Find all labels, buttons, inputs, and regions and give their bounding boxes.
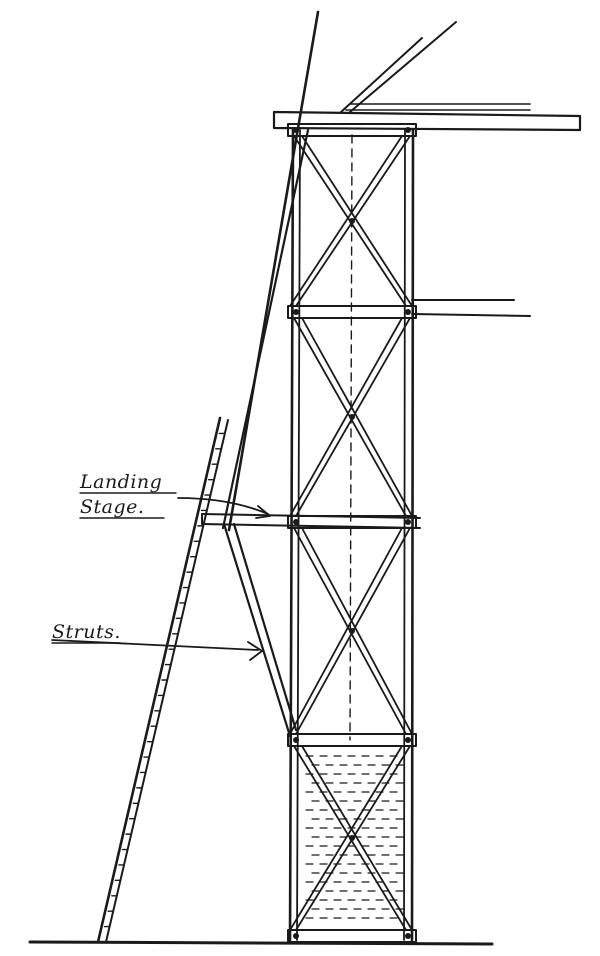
tower-transom	[287, 305, 417, 319]
tower-diagonal	[289, 745, 403, 931]
tall-pole	[221, 10, 320, 532]
landing-stage-arrow	[177, 497, 271, 519]
ladder	[96, 416, 229, 944]
tower-transom	[287, 123, 417, 137]
bolt	[349, 218, 355, 224]
tower-transom	[287, 929, 417, 943]
tower-diagonal	[301, 135, 413, 307]
struts-arrow	[51, 639, 263, 661]
tower-frames	[287, 123, 417, 943]
tower-diagonal	[301, 527, 413, 735]
tower-transom	[287, 733, 417, 747]
bolt	[349, 628, 355, 634]
top-bracing-rods	[340, 21, 457, 113]
bolt	[293, 127, 299, 133]
bolt	[405, 127, 411, 133]
tower-diagonal	[289, 527, 403, 735]
bolt	[349, 414, 355, 420]
bolt	[293, 309, 299, 315]
bolt	[405, 737, 411, 743]
ground-line	[28, 940, 494, 946]
tower-diagonal	[289, 317, 403, 517]
tower-diagonal	[289, 135, 403, 307]
struts	[222, 522, 298, 738]
tower-columns	[288, 128, 415, 942]
struts-label: Struts.	[52, 621, 121, 643]
tower-diagonal	[301, 745, 413, 931]
landing-stage-label-line1: Landing	[79, 471, 162, 493]
bolt	[293, 933, 299, 939]
landing-stage-platform	[201, 513, 421, 529]
top-platform	[272, 103, 582, 132]
bottom-bay-hatching	[305, 755, 404, 919]
bolt	[293, 737, 299, 743]
tower-diagonal	[301, 317, 413, 517]
bolt	[349, 835, 355, 841]
ladder-rungs	[103, 432, 226, 928]
bolt	[405, 933, 411, 939]
side-rail	[411, 299, 531, 317]
bolt	[405, 519, 411, 525]
bolt	[293, 519, 299, 525]
landing-stage-label-line2: Stage.	[80, 496, 144, 518]
bolt	[405, 309, 411, 315]
